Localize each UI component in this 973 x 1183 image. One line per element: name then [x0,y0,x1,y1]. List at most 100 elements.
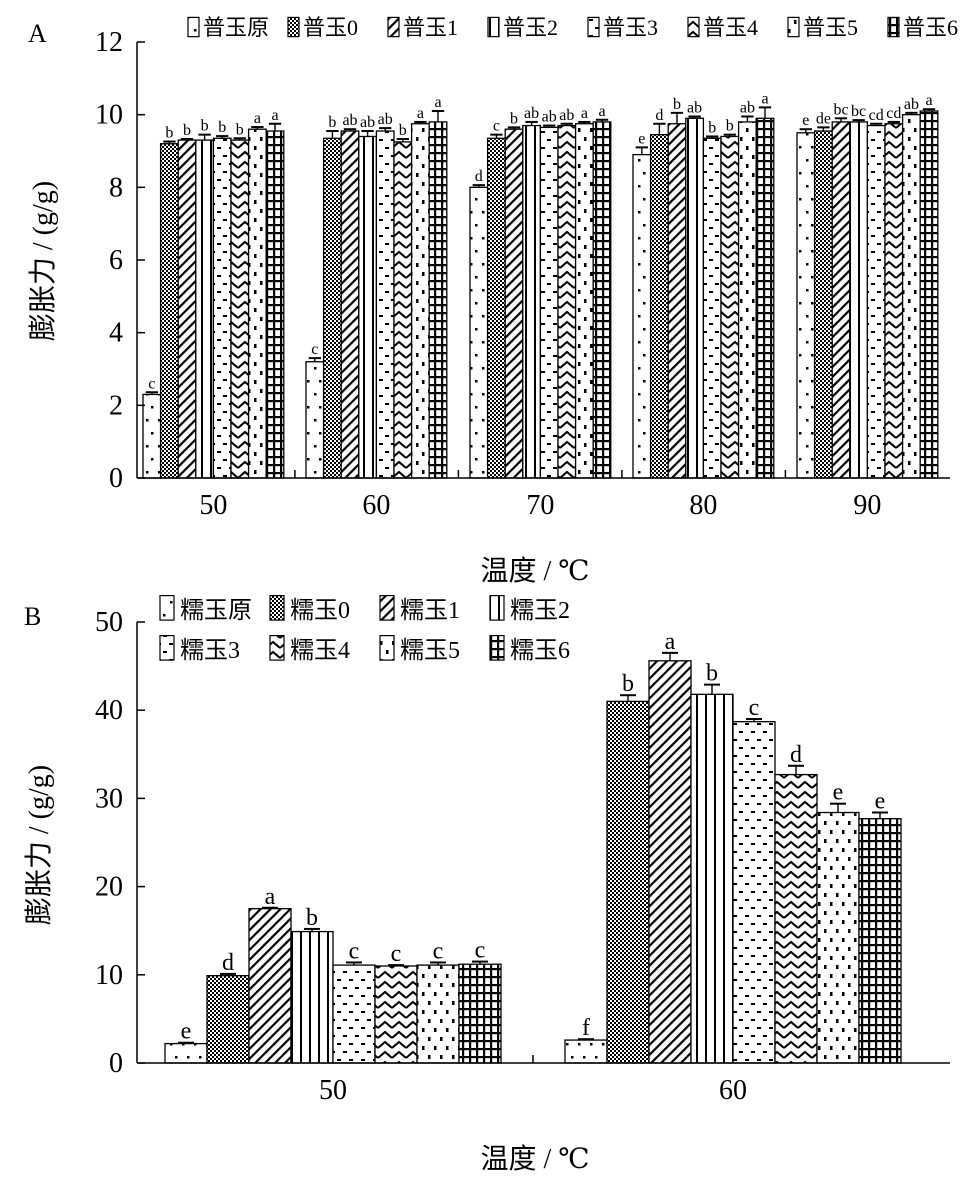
bar [393,141,413,479]
significance-letter: e [802,112,809,129]
legend-label: 糯玉1 [400,597,460,624]
significance-letter: bc [851,103,866,120]
bar [212,137,232,479]
bar [416,964,460,1064]
significance-letter: c [349,938,360,964]
bar [265,130,285,479]
significance-letter: b [236,121,244,138]
y-tick-label: 6 [109,245,123,276]
bar [539,126,559,479]
significance-letter: ab [904,96,919,113]
significance-letter: b [673,96,681,113]
significance-letter: a [598,103,605,120]
significance-letter: d [655,107,663,124]
panel-b-x-axis-label: 温度 / ℃ [480,1143,589,1175]
significance-letter: ab [740,99,755,116]
significance-letter: ab [378,111,393,128]
bar [813,130,833,479]
significance-letter: f [582,1015,590,1041]
bar [410,123,430,479]
significance-letter: de [816,110,831,127]
significance-letter: cd [869,107,884,124]
bar [648,660,692,1064]
legend-label: 普玉0 [303,15,358,40]
bar [690,693,734,1064]
significance-letter: b [399,122,407,139]
bar [164,1042,208,1064]
x-tick-label: 60 [362,490,390,521]
bar [901,114,921,479]
significance-letter: a [417,105,424,122]
bar [206,975,250,1064]
bar [796,132,816,479]
y-tick-label: 40 [95,695,123,726]
significance-letter: b [306,905,318,931]
significance-letter: c [475,938,486,964]
significance-letter: c [749,695,760,721]
bar [702,137,722,479]
bar [159,143,179,479]
significance-letter: a [265,884,276,910]
bar [685,117,705,479]
significance-letter: ab [342,112,357,129]
legend-swatch [269,594,285,621]
y-tick-label: 50 [95,607,123,638]
bar [469,186,489,479]
bar [574,123,594,479]
bar [866,124,886,479]
significance-letter: d [790,742,802,768]
legend-swatch [159,594,175,621]
significance-letter: a [271,107,278,124]
y-tick-label: 0 [109,1048,123,1079]
legend-label: 糯玉5 [400,637,460,664]
bar [816,811,860,1064]
significance-letter: b [218,119,226,136]
bar [557,124,577,479]
bar [375,130,395,479]
legend-swatch [187,16,200,38]
significance-letter: e [875,789,886,815]
bar [592,121,612,479]
x-tick-label: 80 [689,490,717,521]
panel-b-bars: e d a b c c c c f b a b c d e e [164,629,902,1064]
bar [322,137,342,479]
legend-label: 普玉3 [603,15,658,40]
significance-letter: ab [524,105,539,122]
bar [849,121,869,479]
significance-letter: ab [687,99,702,116]
bar [332,964,376,1064]
bar [774,773,818,1064]
y-tick-label: 4 [109,318,123,349]
y-tick-label: 10 [95,960,123,991]
bar [458,963,502,1064]
y-tick-label: 30 [95,783,123,814]
significance-letter: b [622,671,634,697]
significance-letter: b [165,125,173,142]
legend-label: 普玉4 [703,15,758,40]
bar [858,818,902,1064]
bar [919,110,939,479]
legend-swatch [379,594,395,621]
significance-letter: e [638,130,645,147]
bar [142,393,162,479]
x-tick-label: 50 [319,1075,347,1106]
legend-label: 糯玉原 [180,597,252,624]
legend-swatch [687,16,700,38]
significance-letter: b [726,118,734,135]
significance-letter: a [665,629,676,655]
legend-swatch [787,16,800,38]
bar [649,133,669,479]
bar [428,121,448,479]
significance-letter: c [311,341,318,358]
legend-label: 普玉6 [903,15,958,40]
legend-label: 糯玉2 [510,597,570,624]
legend-label: 糯玉4 [290,637,350,664]
legend-label: 普玉1 [403,15,458,40]
bar [737,121,757,479]
significance-letter: a [581,105,588,122]
panel-a-legend: 普玉原 普玉0 普玉1 普玉2 普玉3 普玉4 普玉5 普玉6 [187,15,958,40]
significance-letter: e [181,1019,192,1045]
y-tick-label: 8 [109,172,123,203]
legend-swatch [487,16,500,38]
